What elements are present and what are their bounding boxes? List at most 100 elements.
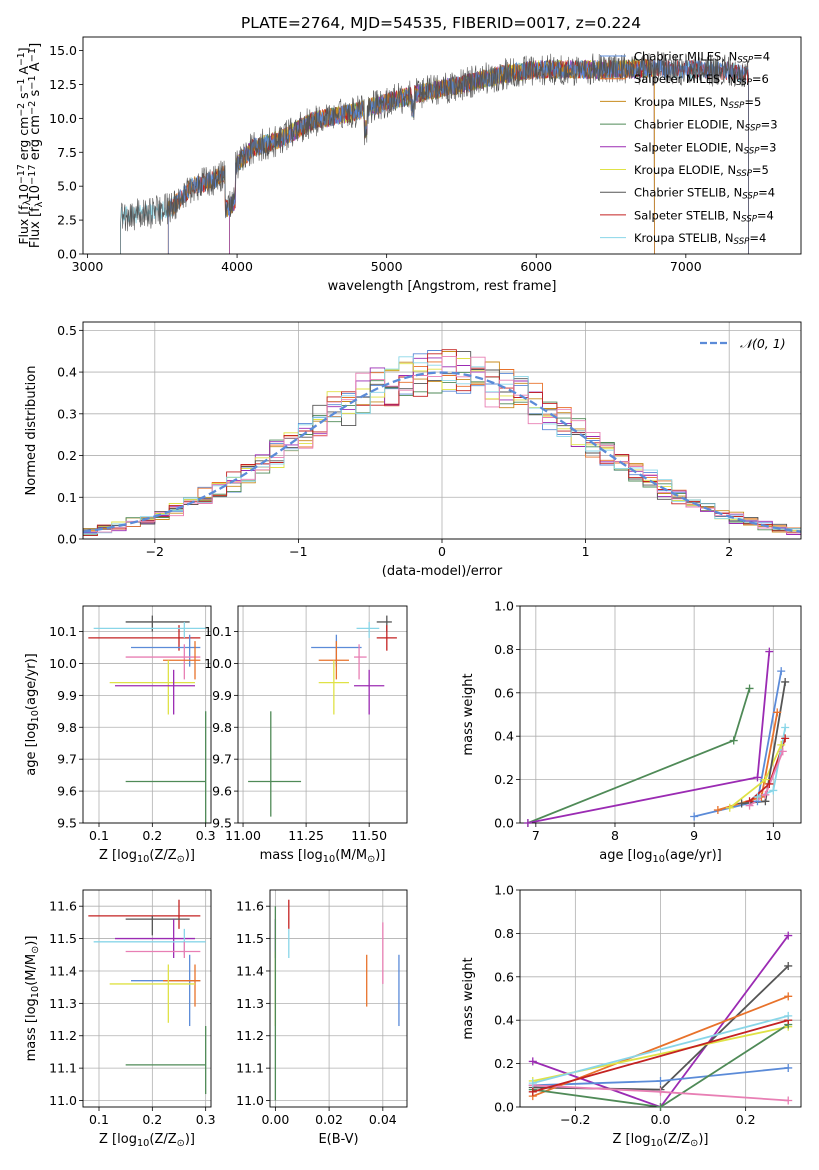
x-tick-label: 0.1 xyxy=(89,828,109,843)
x-tick-label: 10 xyxy=(765,828,781,843)
y-axis-label: Flux [fλ10−17 erg cm−2 s−1 A−1] xyxy=(27,43,45,248)
legend-label: Chabrier ELODIE, NSSP=3 xyxy=(634,118,778,134)
weight-marker xyxy=(784,961,793,970)
weight-marker xyxy=(781,734,790,743)
y-tick-label: 9.6 xyxy=(212,784,232,799)
x-tick-label: 0.2 xyxy=(736,1112,756,1127)
x-tick-label: 0.3 xyxy=(196,1112,216,1127)
y-axis-label: mass weight xyxy=(461,957,476,1039)
y-tick-label: 0.0 xyxy=(57,247,77,262)
y-tick-label: 11.5 xyxy=(49,931,77,946)
weight-marker xyxy=(777,740,786,749)
y-tick-label: 11.4 xyxy=(49,963,77,978)
legend-label: Chabrier STELIB, NSSP=4 xyxy=(634,186,775,202)
y-tick-label: 0.6 xyxy=(494,969,514,984)
y-tick-label: 0.8 xyxy=(494,926,514,941)
weight-marker xyxy=(784,1063,793,1072)
x-axis-label: (data-model)/error xyxy=(382,564,503,579)
x-tick-label: 6000 xyxy=(520,259,552,274)
weight-line xyxy=(532,935,789,1107)
axes-spectrum: 3000 4000 5000 6000 7000 0.0 2.5 5.0 7.5 10.0 12.5… xyxy=(16,36,802,294)
weight-marker xyxy=(778,747,787,756)
weight-marker xyxy=(528,1087,537,1096)
weight-marker xyxy=(656,1076,665,1085)
y-tick-label: 11.2 xyxy=(49,1028,77,1043)
weight-marker xyxy=(781,677,790,686)
weight-marker xyxy=(765,779,774,788)
weight-line xyxy=(532,1019,789,1093)
y-tick-label: 0.0 xyxy=(494,1100,514,1115)
x-tick-label: −0.2 xyxy=(560,1112,590,1127)
x-tick-label: 11.50 xyxy=(351,828,387,843)
x-tick-label: 3000 xyxy=(72,259,104,274)
panels: 3000 4000 5000 6000 70000.02.55.07.510.012.5… xyxy=(16,36,802,1149)
y-tick-label: 5.0 xyxy=(57,179,77,194)
weight-marker xyxy=(528,1079,537,1088)
x-tick-label: 5000 xyxy=(371,259,403,274)
y-tick-label: 11.0 xyxy=(236,1093,264,1108)
x-tick-label: 1 xyxy=(582,544,590,559)
y-tick-label: 0.4 xyxy=(494,1013,514,1028)
y-tick-label: 0.4 xyxy=(494,729,514,744)
x-tick-label: −2 xyxy=(146,544,164,559)
x-tick-label: 2 xyxy=(725,544,733,559)
axes-frame xyxy=(82,36,802,255)
y-tick-label: 0.4 xyxy=(57,365,77,380)
weight-marker xyxy=(769,786,778,795)
legend-label: Salpeter STELIB, NSSP=4 xyxy=(634,208,774,224)
axes-mass-weight-vs-Z: −0.2 0.0 0.2 0.0 0.2 0.4 0.6 0.8 1.0 Z [log10(Z/Z… xyxy=(461,883,802,1149)
plot-area xyxy=(120,52,749,254)
y-tick-label: 9.9 xyxy=(57,688,77,703)
y-tick-label: 0.0 xyxy=(57,532,77,547)
normal-reference-curve xyxy=(83,371,801,533)
axes-age-vs-mass: 11.00 11.25 11.50 9.5 9.6 9.7 9.8 9.9 10.0 10.1 ma… xyxy=(204,605,408,865)
axes-mass-weight-vs-age: 7 8 9 10 0.0 0.2 0.4 0.6 0.8 1.0 age [log10(age/yr… xyxy=(461,599,802,865)
y-tick-label: 0.2 xyxy=(57,448,77,463)
x-axis-label: Z [log10(Z/Z⊙)] xyxy=(99,1132,195,1149)
y-tick-label: 7.5 xyxy=(57,145,77,160)
y-tick-label: 10.0 xyxy=(49,656,77,671)
axes-frame xyxy=(82,321,802,540)
weight-marker xyxy=(523,819,532,827)
x-tick-label: 11.25 xyxy=(288,828,324,843)
y-tick-label: 0.5 xyxy=(57,323,77,338)
weight-marker xyxy=(753,792,762,801)
weight-marker xyxy=(773,708,782,717)
y-tick-label: 1.0 xyxy=(494,883,514,898)
y-tick-label: 10.0 xyxy=(49,111,77,126)
plot-area xyxy=(248,615,397,817)
x-tick-label: 0.2 xyxy=(142,828,162,843)
y-tick-label: 9.5 xyxy=(57,816,77,831)
weight-marker xyxy=(777,667,786,676)
y-tick-label: 0.8 xyxy=(494,642,514,657)
weight-marker xyxy=(656,1087,665,1096)
x-tick-label: 0.04 xyxy=(369,1112,397,1127)
y-tick-label: 9.6 xyxy=(57,784,77,799)
y-tick-label: 11.6 xyxy=(236,899,264,914)
y-axis-label: Normed distribution xyxy=(24,366,39,496)
x-tick-label: 0 xyxy=(438,544,446,559)
x-tick-label: 0.02 xyxy=(315,1112,343,1127)
y-tick-label: 10.0 xyxy=(204,656,232,671)
x-tick-label: 11.00 xyxy=(225,828,261,843)
x-tick-label: 8 xyxy=(611,828,619,843)
y-tick-label: 12.5 xyxy=(49,77,77,92)
x-axis-label: E(B-V) xyxy=(318,1132,358,1147)
x-axis-label: wavelength [Angstrom, rest frame] xyxy=(328,279,557,294)
y-tick-label: 9.8 xyxy=(57,720,77,735)
weight-marker xyxy=(784,1096,793,1105)
x-tick-label: 7 xyxy=(532,828,540,843)
axes-mass-vs-Z: 0.1 0.2 0.3 11.0 11.1 11.2 11.3 11.4 11.5 11.6 Z [… xyxy=(24,889,216,1149)
plot-area xyxy=(88,615,207,823)
y-tick-label: 0.0 xyxy=(494,816,514,831)
x-tick-label: 0.1 xyxy=(89,1112,109,1127)
y-tick-label: 9.7 xyxy=(212,752,232,767)
x-axis-label: Z [log10(Z/Z⊙)] xyxy=(99,848,195,865)
figure-title: PLATE=2764, MJD=54535, FIBERID=0017, z=0… xyxy=(241,14,641,32)
y-tick-label: 11.3 xyxy=(49,996,77,1011)
axes-age-vs-Z: 0.1 0.2 0.3 9.5 9.6 9.7 9.8 9.9 10.0 10.1 Z [log10… xyxy=(24,605,216,865)
weight-marker xyxy=(784,992,793,1001)
x-tick-label: −1 xyxy=(289,544,307,559)
x-tick-label: 7000 xyxy=(670,259,702,274)
x-tick-label: 0.3 xyxy=(196,828,216,843)
